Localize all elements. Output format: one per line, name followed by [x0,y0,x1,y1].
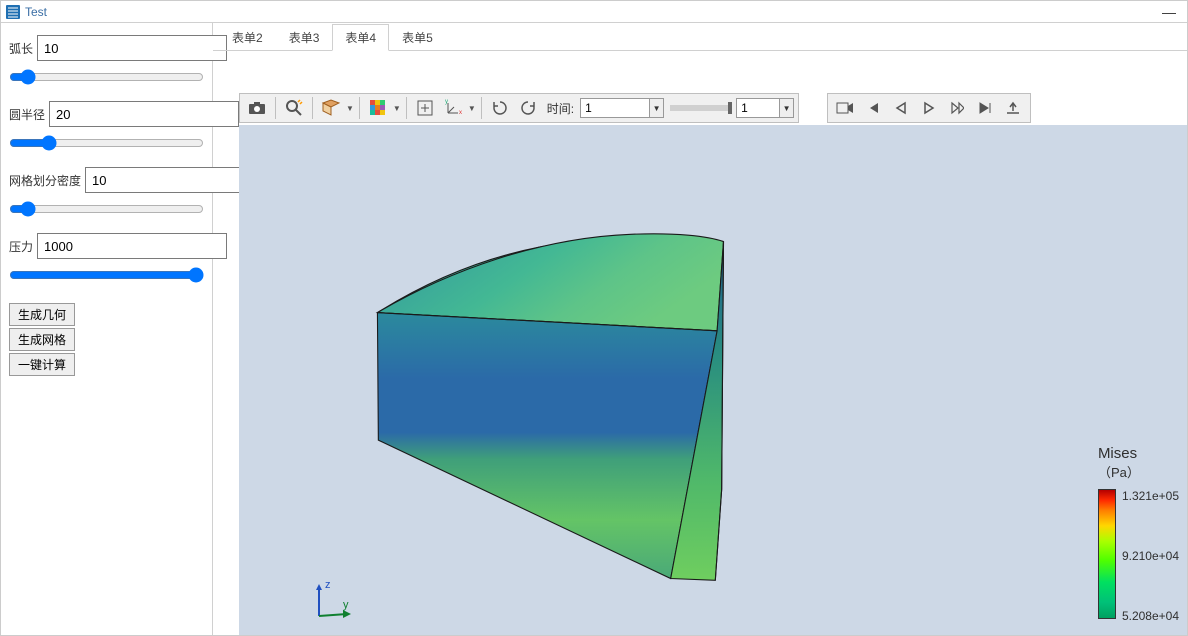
param-label-radius: 圆半径 [9,106,45,123]
generate-geometry-button[interactable]: 生成几何 [9,303,75,326]
param-label-pressure: 压力 [9,238,33,255]
sidebar: 弧长 圆半径 网格划分密度 压力 生成几何 生成网格 一 [1,23,213,635]
record-icon[interactable] [832,96,858,120]
action-buttons: 生成几何 生成网格 一键计算 [9,303,204,376]
skip-last-icon[interactable] [972,96,998,120]
svg-text:x: x [459,110,462,116]
axis-triad: z y [299,576,359,629]
legend-tick-max: 1.321e+05 [1122,489,1179,503]
step-forward-icon[interactable] [944,96,970,120]
view-toolbar: ▼ ▼ yx [239,93,799,123]
play-dropdown[interactable]: ▼ [736,98,794,118]
rubik-cube-icon[interactable] [365,96,391,120]
playback-toolbar [827,93,1031,123]
compute-button[interactable]: 一键计算 [9,353,75,376]
tab-form2[interactable]: 表单2 [219,24,276,50]
time-input[interactable] [580,98,650,118]
time-dropdown[interactable]: ▼ [580,98,664,118]
snapshot-icon[interactable] [244,96,270,120]
titlebar: Test — [1,1,1187,23]
pressure-slider[interactable] [9,267,204,283]
3d-viewport[interactable]: z y Mises （Pa） 1.321e+05 [239,125,1187,635]
divider [481,97,482,119]
dropdown-caret-icon[interactable]: ▼ [468,104,476,113]
legend-body: 1.321e+05 9.210e+04 5.208e+04 [1098,489,1179,623]
time-slider[interactable] [670,105,730,111]
divider [406,97,407,119]
divider [359,97,360,119]
app-icon [5,4,21,20]
radius-input[interactable] [49,101,239,127]
legend-unit: （Pa） [1098,462,1179,481]
axis-y-label: y [343,599,349,611]
arc-length-slider[interactable] [9,69,204,85]
legend-title: Mises [1098,445,1179,462]
pressure-input[interactable] [37,233,227,259]
minimize-button[interactable]: — [1155,4,1183,20]
export-icon[interactable] [1000,96,1026,120]
dropdown-caret-icon[interactable]: ▼ [393,104,401,113]
legend-ticks: 1.321e+05 9.210e+04 5.208e+04 [1122,489,1179,623]
tab-form3[interactable]: 表单3 [276,24,333,50]
step-back-icon[interactable] [888,96,914,120]
rotate-cw-icon[interactable] [487,96,513,120]
param-row-arc: 弧长 [9,35,204,61]
tab-form5[interactable]: 表单5 [389,24,446,50]
param-row-radius: 圆半径 [9,101,204,127]
legend-tick-mid: 9.210e+04 [1122,549,1179,563]
dropdown-caret-icon[interactable]: ▼ [346,104,354,113]
tabs: 表单2 表单3 表单4 表单5 [213,23,1187,51]
legend-gradient-bar [1098,489,1116,619]
play-input[interactable] [736,98,780,118]
arc-length-input[interactable] [37,35,227,61]
color-legend: Mises （Pa） 1.321e+05 9.210e+04 5.208e+04 [1098,445,1179,623]
dropdown-arrow-icon[interactable]: ▼ [650,98,664,118]
mesh-density-slider[interactable] [9,201,204,217]
axis-orientation-icon[interactable]: yx [440,96,466,120]
param-label-arc: 弧长 [9,40,33,57]
clip-plane-icon[interactable] [318,96,344,120]
canvas-area: ▼ ▼ yx [213,51,1187,635]
main-area: 表单2 表单3 表单4 表单5 [213,23,1187,635]
divider [275,97,276,119]
radius-slider[interactable] [9,135,204,151]
svg-text:y: y [445,99,448,105]
fit-view-icon[interactable] [412,96,438,120]
generate-mesh-button[interactable]: 生成网格 [9,328,75,351]
app-window: Test — 弧长 圆半径 网格划分密度 压力 [0,0,1188,636]
rotate-ccw-icon[interactable] [515,96,541,120]
skip-first-icon[interactable] [860,96,886,120]
divider [312,97,313,119]
tab-form4[interactable]: 表单4 [332,24,389,51]
dropdown-arrow-icon[interactable]: ▼ [780,98,794,118]
param-row-pressure: 压力 [9,233,204,259]
zoom-icon[interactable] [281,96,307,120]
axis-z-label: z [325,579,331,591]
body: 弧长 圆半径 网格划分密度 压力 生成几何 生成网格 一 [1,23,1187,635]
param-row-mesh: 网格划分密度 [9,167,204,193]
param-label-mesh: 网格划分密度 [9,172,81,189]
window-title: Test [25,5,47,19]
play-icon[interactable] [916,96,942,120]
time-label: 时间: [543,100,578,117]
legend-tick-min: 5.208e+04 [1122,609,1179,623]
